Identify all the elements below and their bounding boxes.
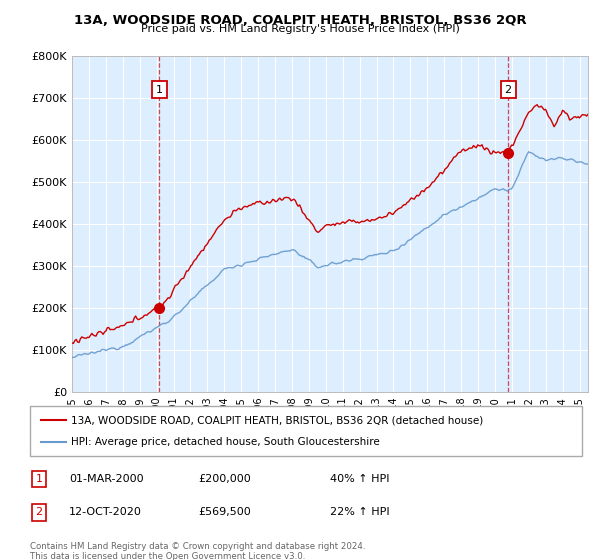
Text: £200,000: £200,000 [198, 474, 251, 484]
Text: 2: 2 [35, 507, 43, 517]
Text: 22% ↑ HPI: 22% ↑ HPI [330, 507, 389, 517]
Text: 13A, WOODSIDE ROAD, COALPIT HEATH, BRISTOL, BS36 2QR: 13A, WOODSIDE ROAD, COALPIT HEATH, BRIST… [74, 14, 526, 27]
Text: 1: 1 [156, 85, 163, 95]
Text: 2: 2 [505, 85, 512, 95]
Text: 40% ↑ HPI: 40% ↑ HPI [330, 474, 389, 484]
Text: 13A, WOODSIDE ROAD, COALPIT HEATH, BRISTOL, BS36 2QR (detached house): 13A, WOODSIDE ROAD, COALPIT HEATH, BRIST… [71, 415, 484, 425]
Text: Contains HM Land Registry data © Crown copyright and database right 2024.
This d: Contains HM Land Registry data © Crown c… [30, 542, 365, 560]
FancyBboxPatch shape [30, 406, 582, 456]
Text: 1: 1 [35, 474, 43, 484]
Text: 01-MAR-2000: 01-MAR-2000 [69, 474, 143, 484]
Text: Price paid vs. HM Land Registry's House Price Index (HPI): Price paid vs. HM Land Registry's House … [140, 24, 460, 34]
Text: 12-OCT-2020: 12-OCT-2020 [69, 507, 142, 517]
Text: £569,500: £569,500 [198, 507, 251, 517]
Text: HPI: Average price, detached house, South Gloucestershire: HPI: Average price, detached house, Sout… [71, 437, 380, 447]
